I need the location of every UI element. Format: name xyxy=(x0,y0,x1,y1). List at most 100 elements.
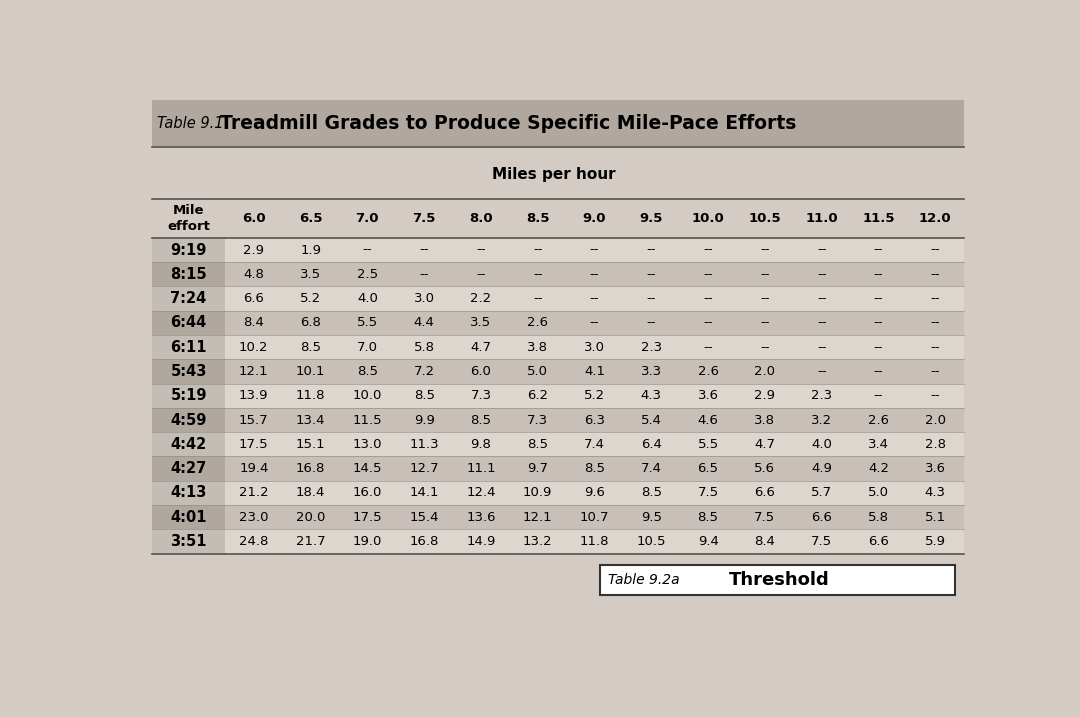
Text: 7.4: 7.4 xyxy=(584,438,605,451)
Text: 7:24: 7:24 xyxy=(171,291,206,306)
Text: 7.0: 7.0 xyxy=(356,341,378,353)
FancyBboxPatch shape xyxy=(226,335,963,359)
Text: --: -- xyxy=(419,268,429,281)
FancyBboxPatch shape xyxy=(226,310,963,335)
Text: 5.9: 5.9 xyxy=(924,535,946,548)
Text: 8.5: 8.5 xyxy=(356,365,378,378)
Text: 3.4: 3.4 xyxy=(868,438,889,451)
Text: Threshold: Threshold xyxy=(729,571,831,589)
Text: 8.4: 8.4 xyxy=(243,316,265,329)
Text: 3.6: 3.6 xyxy=(924,462,946,475)
Text: 4.3: 4.3 xyxy=(924,486,946,500)
Text: 4.7: 4.7 xyxy=(471,341,491,353)
Text: 8.5: 8.5 xyxy=(640,486,662,500)
Text: 23.0: 23.0 xyxy=(239,511,269,523)
Text: 8.5: 8.5 xyxy=(584,462,605,475)
Text: 7.4: 7.4 xyxy=(640,462,662,475)
Text: 4.0: 4.0 xyxy=(811,438,832,451)
Text: --: -- xyxy=(816,341,826,353)
FancyBboxPatch shape xyxy=(151,262,226,287)
Text: 8.5: 8.5 xyxy=(414,389,434,402)
Text: 9:19: 9:19 xyxy=(171,242,206,257)
Text: 3.3: 3.3 xyxy=(640,365,662,378)
Text: 4.3: 4.3 xyxy=(640,389,662,402)
Text: 15.1: 15.1 xyxy=(296,438,325,451)
Text: --: -- xyxy=(931,389,940,402)
Text: 2.0: 2.0 xyxy=(924,414,946,427)
Text: 4.7: 4.7 xyxy=(754,438,775,451)
Text: 3.0: 3.0 xyxy=(414,292,434,305)
Text: --: -- xyxy=(476,268,486,281)
FancyBboxPatch shape xyxy=(226,432,963,457)
Text: Table 9.1: Table 9.1 xyxy=(157,116,224,130)
Text: 9.5: 9.5 xyxy=(639,212,663,225)
Text: 2.9: 2.9 xyxy=(243,244,265,257)
Text: --: -- xyxy=(760,341,770,353)
Text: 5.2: 5.2 xyxy=(300,292,321,305)
Text: 10.5: 10.5 xyxy=(636,535,666,548)
Text: 19.4: 19.4 xyxy=(239,462,269,475)
Text: --: -- xyxy=(703,341,713,353)
Text: 6.2: 6.2 xyxy=(527,389,549,402)
Text: 21.7: 21.7 xyxy=(296,535,325,548)
Text: 8.5: 8.5 xyxy=(471,414,491,427)
Text: 3:51: 3:51 xyxy=(171,534,206,549)
Text: 4.4: 4.4 xyxy=(414,316,434,329)
Text: 11.1: 11.1 xyxy=(467,462,496,475)
Text: 19.0: 19.0 xyxy=(353,535,382,548)
Text: 3.8: 3.8 xyxy=(754,414,775,427)
FancyBboxPatch shape xyxy=(151,384,226,408)
Text: 4:59: 4:59 xyxy=(171,412,206,427)
Text: 8.5: 8.5 xyxy=(300,341,321,353)
Text: --: -- xyxy=(874,316,883,329)
Text: 10.7: 10.7 xyxy=(580,511,609,523)
Text: 15.7: 15.7 xyxy=(239,414,269,427)
Text: --: -- xyxy=(874,341,883,353)
Text: 11.8: 11.8 xyxy=(580,535,609,548)
Text: --: -- xyxy=(760,316,770,329)
Text: --: -- xyxy=(874,268,883,281)
FancyBboxPatch shape xyxy=(151,287,226,310)
Text: --: -- xyxy=(590,292,599,305)
Text: 11.5: 11.5 xyxy=(862,212,894,225)
FancyBboxPatch shape xyxy=(226,238,963,262)
Text: 1.9: 1.9 xyxy=(300,244,321,257)
Text: 13.0: 13.0 xyxy=(352,438,382,451)
FancyBboxPatch shape xyxy=(151,310,226,335)
Text: 5.1: 5.1 xyxy=(924,511,946,523)
FancyBboxPatch shape xyxy=(151,100,963,147)
Text: 7.5: 7.5 xyxy=(413,212,436,225)
Text: 7.2: 7.2 xyxy=(414,365,435,378)
Text: --: -- xyxy=(816,365,826,378)
Text: 13.9: 13.9 xyxy=(239,389,269,402)
Text: 7.5: 7.5 xyxy=(754,511,775,523)
Text: --: -- xyxy=(590,244,599,257)
Text: 12.0: 12.0 xyxy=(919,212,951,225)
Text: 13.2: 13.2 xyxy=(523,535,553,548)
Text: 10.2: 10.2 xyxy=(239,341,269,353)
Text: --: -- xyxy=(590,316,599,329)
Text: 12.1: 12.1 xyxy=(239,365,269,378)
Text: 4.8: 4.8 xyxy=(243,268,265,281)
Text: 5.4: 5.4 xyxy=(640,414,662,427)
Text: 5.6: 5.6 xyxy=(754,462,775,475)
Text: 17.5: 17.5 xyxy=(352,511,382,523)
Text: 2.5: 2.5 xyxy=(356,268,378,281)
Text: 3.5: 3.5 xyxy=(471,316,491,329)
Text: 7.0: 7.0 xyxy=(355,212,379,225)
Text: 8.4: 8.4 xyxy=(755,535,775,548)
Text: 10.5: 10.5 xyxy=(748,212,781,225)
FancyBboxPatch shape xyxy=(226,287,963,310)
Text: 4.6: 4.6 xyxy=(698,414,718,427)
FancyBboxPatch shape xyxy=(151,238,226,262)
Text: 12.7: 12.7 xyxy=(409,462,438,475)
Text: --: -- xyxy=(931,365,940,378)
Text: 9.7: 9.7 xyxy=(527,462,549,475)
Text: --: -- xyxy=(647,292,656,305)
Text: 10.0: 10.0 xyxy=(691,212,725,225)
FancyBboxPatch shape xyxy=(151,408,226,432)
Text: 11.0: 11.0 xyxy=(806,212,838,225)
Text: --: -- xyxy=(363,244,373,257)
Text: 5.0: 5.0 xyxy=(527,365,549,378)
Text: 3.6: 3.6 xyxy=(698,389,718,402)
